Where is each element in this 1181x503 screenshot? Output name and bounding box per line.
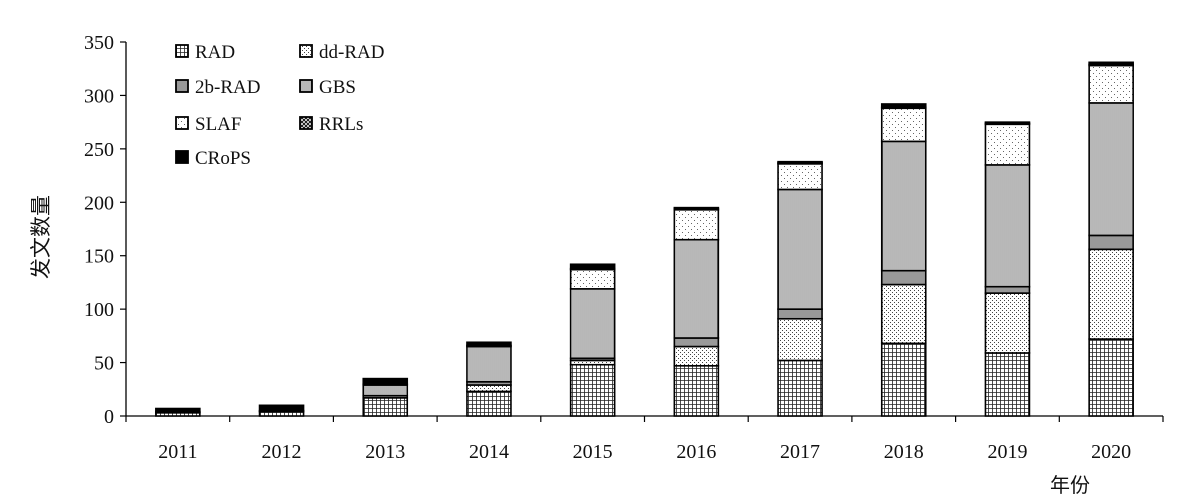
x-tick-label: 2013 [365, 441, 405, 463]
legend-label-rrls: RRLs [319, 114, 363, 135]
bar-segment-crops-2013 [362, 377, 409, 385]
x-tick-label: 2016 [676, 441, 716, 463]
y-tick-label: 250 [84, 139, 114, 161]
legend-swatch-gbs [299, 79, 313, 93]
bar-segment-crops-2016 [673, 206, 720, 210]
bar-segment-2b-rad-2018 [880, 269, 927, 286]
y-tick-label: 350 [84, 32, 114, 54]
bar-segment-rad-2015 [569, 363, 616, 417]
bar-segment-crops-2018 [880, 103, 927, 108]
bar-segment-gbs-2013 [362, 384, 409, 397]
legend-label-dd-rad: dd-RAD [319, 42, 384, 63]
bar-segment-slaf-2019 [984, 123, 1031, 166]
x-axis-title: 年份 [1050, 474, 1090, 497]
bar-segment-crops-2011 [155, 407, 201, 413]
bar-segment-2b-rad-2017 [777, 308, 823, 320]
legend-label-slaf: SLAF [195, 114, 241, 135]
bar-segment-rad-2019 [984, 352, 1031, 417]
bar-segment-crops-2012 [258, 404, 305, 412]
x-tick-label: 2015 [573, 441, 613, 463]
bar-segment-crops-2020 [1088, 61, 1134, 66]
bar-segment-slaf-2016 [673, 208, 720, 241]
bar-segment-2b-rad-2019 [984, 285, 1031, 294]
bar-segment-gbs-2020 [1088, 102, 1134, 237]
bar-segment-dd-rad-2018 [880, 283, 927, 345]
legend-swatch-dd-rad [299, 44, 313, 58]
y-ticks: 0 50 100 150 200 250 300 350 [84, 32, 126, 428]
bar-segment-rad-2014 [466, 390, 512, 417]
bar-segment-crops-2015 [569, 263, 616, 270]
legend-label-rad: RAD [195, 42, 235, 63]
y-tick-label: 200 [84, 192, 114, 214]
legend-swatch-2b-rad [175, 79, 189, 93]
bar-segment-dd-rad-2019 [984, 292, 1031, 354]
x-tick-label: 2012 [262, 441, 302, 463]
bar-segment-dd-rad-2014 [466, 384, 512, 393]
y-axis-title: 发文数量 [29, 195, 53, 279]
bar-segment-2b-rad-2016 [673, 337, 720, 348]
bar-segment-rad-2017 [777, 359, 823, 417]
bar-segment-gbs-2018 [880, 140, 927, 272]
bar-segment-dd-rad-2016 [673, 345, 720, 367]
x-tick-label: 2020 [1091, 441, 1131, 463]
legend-swatch-crops [175, 150, 189, 164]
bar-segment-dd-rad-2017 [777, 317, 823, 362]
x-ticks: 2011 2012 2013 2014 2015 2016 2017 2018 2019 2020 [125, 416, 1164, 463]
bar-segment-rad-2013 [362, 397, 409, 417]
bar-segment-2b-rad-2020 [1088, 234, 1134, 251]
x-tick-label: 2017 [780, 441, 820, 463]
y-tick-label: 100 [84, 299, 114, 321]
bar-segment-rad-2020 [1088, 338, 1134, 417]
bar-segment-rad-2018 [880, 342, 927, 417]
bar-segment-crops-2017 [777, 160, 823, 164]
bar-segment-rad-2016 [673, 364, 720, 417]
bar-segment-gbs-2014 [466, 345, 512, 383]
bars [155, 61, 1134, 417]
bar-segment-crops-2014 [466, 341, 512, 347]
bar-segment-crops-2019 [984, 121, 1031, 125]
legend-label-gbs: GBS [319, 77, 356, 98]
legend-label-2b-rad: 2b-RAD [195, 77, 260, 98]
y-tick-label: 300 [84, 85, 114, 107]
bar-segment-gbs-2015 [569, 288, 616, 360]
legend-swatch-slaf [175, 116, 189, 130]
x-tick-label: 2018 [884, 441, 924, 463]
y-tick-label: 50 [94, 353, 114, 375]
x-tick-label: 2014 [469, 441, 509, 463]
y-tick-label: 0 [104, 406, 114, 428]
bar-segment-gbs-2019 [984, 164, 1031, 288]
bar-segment-slaf-2020 [1088, 64, 1134, 104]
legend: RAD dd-RAD 2b-RAD GBS SLAF RRLs CRoPS [175, 42, 384, 169]
y-tick-label: 150 [84, 246, 114, 268]
bar-segment-slaf-2017 [777, 163, 823, 191]
x-tick-label: 2011 [158, 441, 197, 463]
legend-label-crops: CRoPS [195, 148, 251, 169]
x-tick-label: 2019 [987, 441, 1027, 463]
legend-swatch-rrls [299, 116, 313, 130]
bar-segment-slaf-2015 [569, 268, 616, 290]
bar-segment-slaf-2018 [880, 107, 927, 143]
bar-segment-gbs-2017 [777, 188, 823, 310]
bar-segment-gbs-2016 [673, 238, 720, 339]
bar-segment-dd-rad-2020 [1088, 248, 1134, 340]
legend-swatch-rad [175, 44, 189, 58]
